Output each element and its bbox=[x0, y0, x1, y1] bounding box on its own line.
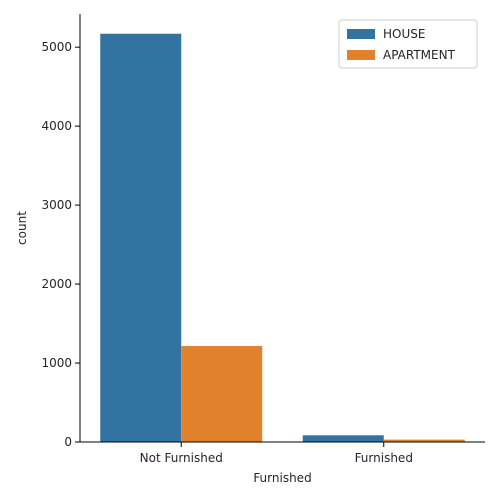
legend-swatch-apartment bbox=[347, 50, 375, 60]
legend-label-apartment: APARTMENT bbox=[383, 48, 456, 62]
legend-swatch-house bbox=[347, 29, 375, 39]
y-ticks: 0 1000 2000 3000 4000 5000 bbox=[41, 40, 80, 449]
bars-layer bbox=[100, 33, 465, 442]
legend-label-house: HOUSE bbox=[383, 27, 425, 41]
legend: HOUSE APARTMENT bbox=[338, 19, 478, 69]
axes-layer bbox=[79, 14, 485, 443]
bar-apartment-furnished bbox=[383, 439, 465, 442]
x-ticks: Not Furnished Furnished bbox=[140, 442, 413, 465]
bar-apartment-not-furnished bbox=[181, 346, 263, 442]
bar-house-not-furnished bbox=[100, 33, 182, 442]
y-tick-label: 2000 bbox=[41, 277, 72, 291]
bar-house-furnished bbox=[302, 435, 384, 442]
y-tick-label: 4000 bbox=[41, 119, 72, 133]
y-tick-label: 3000 bbox=[41, 198, 72, 212]
y-axis-label: count bbox=[15, 211, 29, 245]
y-tick-label: 1000 bbox=[41, 356, 72, 370]
x-tick-label: Furnished bbox=[355, 451, 413, 465]
y-tick-label: 0 bbox=[64, 435, 72, 449]
x-axis-label: Furnished bbox=[253, 471, 311, 485]
x-tick-label: Not Furnished bbox=[140, 451, 223, 465]
y-tick-label: 5000 bbox=[41, 40, 72, 54]
